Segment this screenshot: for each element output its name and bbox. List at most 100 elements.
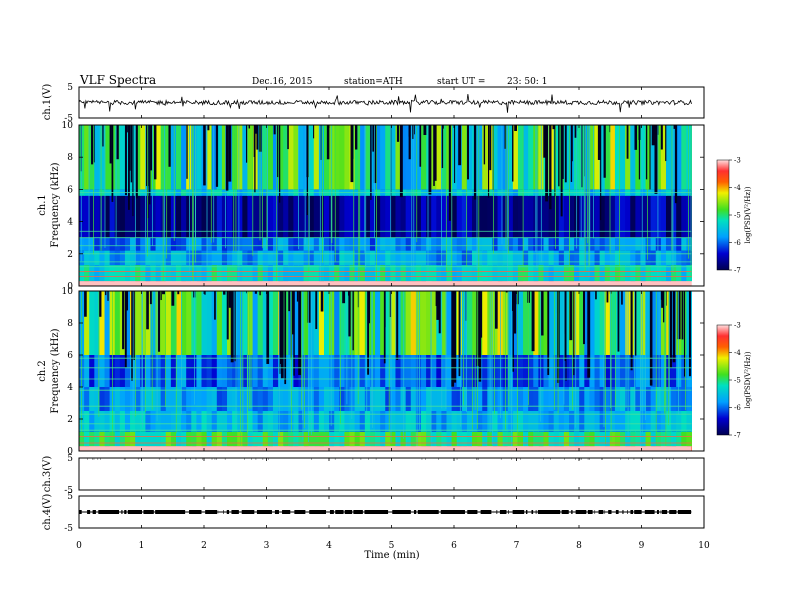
spectrogram-cell <box>349 237 356 251</box>
ytick-label: 4 <box>67 383 73 393</box>
spectrogram-cell <box>349 291 356 355</box>
spectrogram-cell <box>293 237 299 251</box>
spectrogram-cell <box>375 195 381 238</box>
spectrogram-cell <box>206 195 213 238</box>
spectrogram-cell <box>681 431 687 447</box>
spectrogram-streak <box>558 125 560 187</box>
spectrogram-cell <box>334 237 340 251</box>
spectrogram-cell <box>385 431 391 447</box>
spectrogram-cell <box>502 195 509 238</box>
spectrogram-cell <box>272 237 279 251</box>
spectrogram-streak <box>122 291 125 350</box>
spectrogram-cell <box>318 355 325 387</box>
spectrogram-cell <box>533 250 539 266</box>
spectrogram-cell <box>135 411 141 432</box>
spectrogram-cell <box>686 387 692 411</box>
spectrogram-cell <box>584 125 590 190</box>
spectrogram-cell <box>507 195 514 238</box>
spectrogram-streak <box>621 291 623 305</box>
spectrogram-cell <box>237 237 243 251</box>
spectrogram-cell <box>466 125 473 190</box>
spectrogram-cell <box>436 387 442 411</box>
spectrogram-cell <box>563 411 570 432</box>
spectrogram-cell <box>104 237 111 251</box>
spectrogram-cell <box>206 125 213 190</box>
spectrogram-cell <box>594 265 601 282</box>
spectrogram-cell <box>436 195 442 238</box>
spectrogram-cell <box>303 387 310 411</box>
spectrogram-cell <box>344 237 351 251</box>
spectrogram-cell <box>145 265 151 282</box>
spectrogram-cell <box>502 250 509 266</box>
spectrogram-streak <box>234 291 236 362</box>
spectrogram-cell <box>671 250 677 266</box>
spectrogram-cell <box>165 291 172 355</box>
spectrogram-cell <box>242 125 248 190</box>
spectrogram-cell <box>415 195 422 238</box>
spectrogram-cell <box>191 265 197 282</box>
spectrogram-streak <box>677 291 681 340</box>
colorbar-tick-label: -7 <box>734 267 741 275</box>
spectrogram-cell <box>140 195 146 238</box>
spectrogram-cell <box>262 355 269 387</box>
spectrogram-cell <box>665 195 672 238</box>
spectrogram-cell <box>170 265 177 282</box>
ch2-spectrogram-ylabel: Frequency (kHz) <box>50 328 61 413</box>
spectrogram-cell <box>477 431 483 447</box>
spectrogram-cell <box>630 250 636 266</box>
spectrogram-streak <box>223 291 226 295</box>
spectrogram-cell <box>175 431 182 447</box>
spectrogram-streak <box>124 291 127 368</box>
spectrogram-cell <box>604 125 611 190</box>
spectrogram-cell <box>604 195 611 238</box>
spectrogram-cell <box>140 387 146 411</box>
spectrogram-cell <box>313 411 320 432</box>
spectrogram-cell <box>507 387 514 411</box>
ytick-label: 6 <box>67 351 73 361</box>
spectrogram-cell <box>175 355 182 387</box>
spectrogram-cell <box>426 250 432 266</box>
spectrogram-cell <box>211 237 218 251</box>
spectrogram-cell <box>170 355 177 387</box>
spectrogram-cell <box>589 411 596 432</box>
spectrogram-cell <box>466 431 473 447</box>
spectrogram-cell <box>272 355 279 387</box>
ch2-colorbar <box>716 324 730 436</box>
spectrogram-cell <box>380 411 386 432</box>
spectrogram-cell <box>574 250 580 266</box>
spectrogram-streak <box>131 291 134 381</box>
ytick-label: 6 <box>67 185 73 195</box>
spectrogram-cell <box>681 411 687 432</box>
spectrogram-streak <box>419 125 422 167</box>
spectrogram-cell <box>461 291 468 355</box>
spectrogram-cell <box>114 355 121 387</box>
spectrogram-cell <box>298 355 305 387</box>
spectrogram-cell <box>609 195 616 238</box>
spectrogram-cell <box>472 195 478 238</box>
spectrogram-streak <box>276 125 279 178</box>
spectrogram-streak <box>203 125 206 186</box>
spectrogram-streak <box>280 291 284 362</box>
spectrogram-cell <box>175 411 182 432</box>
spectrogram-cell <box>237 355 243 387</box>
spectrogram-cell <box>400 125 407 190</box>
spectrogram-cell <box>553 237 560 251</box>
spectrogram-streak <box>298 291 302 376</box>
spectrogram-cell <box>181 237 187 251</box>
spectrogram-cell <box>558 195 565 238</box>
spectrogram-cell <box>472 250 478 266</box>
spectrogram-cell <box>339 237 345 251</box>
spectrogram-cell <box>181 411 187 432</box>
spectrogram-cell <box>390 125 396 190</box>
spectrogram-cell <box>237 411 243 432</box>
spectrogram-cell <box>686 250 692 266</box>
spectrogram-cell <box>84 237 90 251</box>
spectrogram-streak <box>487 125 490 198</box>
spectrogram-cell <box>89 250 95 266</box>
spectrogram-cell <box>543 411 550 432</box>
spectrogram-cell <box>94 250 100 266</box>
spectrogram-cell <box>170 387 177 411</box>
spectrogram-low-band <box>79 446 692 451</box>
spectrogram-cell <box>145 237 151 251</box>
